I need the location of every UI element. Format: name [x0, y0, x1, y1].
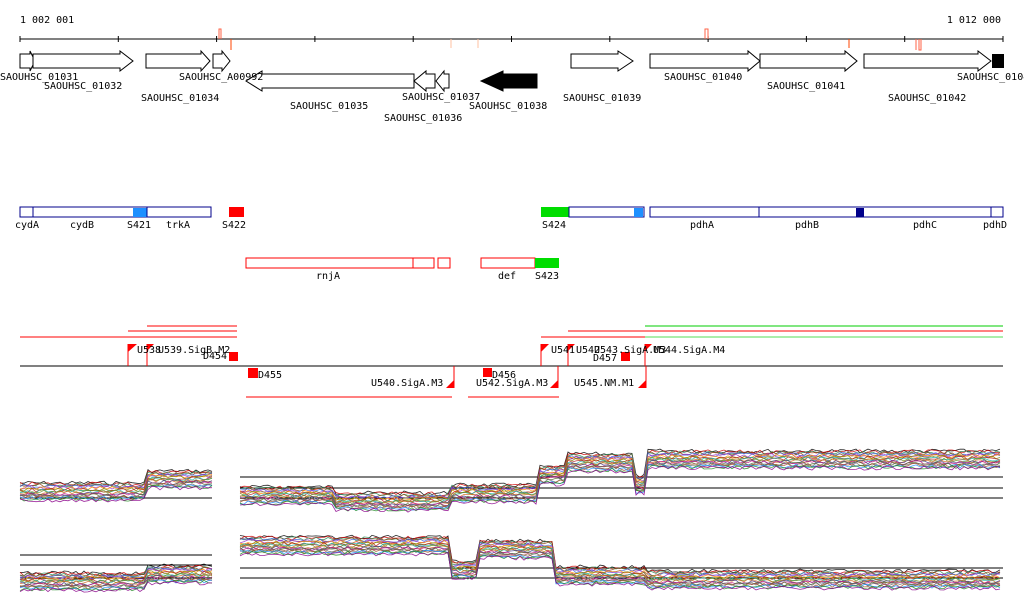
gene-arrow[interactable]	[32, 49, 134, 73]
feature-label: trkA	[166, 220, 190, 231]
gene-arrow-highlighted[interactable]	[992, 54, 1004, 68]
regulatory-track: U538 U539.SigB.M2 D454 U541 U542 U543.Si…	[20, 325, 1003, 398]
regulatory-label[interactable]: U544.SigA.M4	[653, 345, 725, 356]
regulatory-label[interactable]: U538	[137, 345, 161, 356]
gene-label: SAOUHSC_A00992	[179, 72, 263, 83]
gene-label: SAOUHSC_01035	[290, 101, 368, 112]
gene-label: SAOUHSC_01032	[44, 81, 122, 92]
snp-markers	[218, 28, 922, 51]
gene-arrow[interactable]	[245, 70, 415, 92]
gene-arrow[interactable]	[435, 69, 450, 93]
feature-label: S421	[127, 220, 151, 231]
gene-arrow-highlighted[interactable]	[479, 70, 538, 92]
gene-label: SAOUHSC_01039	[563, 93, 641, 104]
gene-label: SAOUHSC_01037	[402, 92, 480, 103]
regulatory-label[interactable]: D456	[492, 370, 516, 381]
feature-label: rnjA	[316, 271, 340, 282]
gene-label: SAOUHSC_0104	[957, 72, 1024, 83]
regulatory-label[interactable]: U541	[551, 345, 575, 356]
regulatory-label[interactable]: U543.SigA.M3	[594, 345, 666, 356]
feature-label: cydB	[70, 220, 94, 231]
regulatory-label[interactable]: D455	[258, 370, 282, 381]
gene-label: SAOUHSC_01038	[469, 101, 547, 112]
feature-label: pdhC	[913, 220, 937, 231]
gene-label: SAOUHSC_01040	[664, 72, 742, 83]
regulatory-label[interactable]: D454	[203, 351, 227, 362]
expression-profile-reverse	[19, 534, 1003, 593]
gene-arrow[interactable]	[145, 49, 211, 73]
feature-label: S422	[222, 220, 246, 231]
gene-track: SAOUHSC_01031 SAOUHSC_01032 SAOUHSC_0103…	[0, 49, 1024, 124]
feature-s422[interactable]	[229, 207, 244, 217]
gene-arrow[interactable]	[863, 49, 992, 73]
gene-arrow[interactable]	[413, 69, 436, 93]
gene-label: SAOUHSC_01034	[141, 93, 219, 104]
regulatory-label[interactable]: U542.SigA.M3	[476, 378, 548, 389]
regulatory-label[interactable]: U545.NM.M1	[574, 378, 634, 389]
regulatory-label[interactable]: D457	[593, 353, 617, 364]
start-coordinate: 1 002 001	[20, 15, 74, 26]
feature-label: S423	[535, 271, 559, 282]
feature-label: cydA	[15, 220, 39, 231]
regulatory-label[interactable]: U542	[576, 345, 600, 356]
feature-label: pdhA	[690, 220, 714, 231]
gene-arrow[interactable]	[212, 49, 231, 73]
feature-s423[interactable]	[535, 258, 559, 268]
gene-arrow[interactable]	[649, 49, 761, 73]
regulatory-label[interactable]: U540.SigA.M3	[371, 378, 443, 389]
coordinate-axis: 1 002 001 1 012 000	[19, 15, 1004, 51]
feature-label: S424	[542, 220, 566, 231]
gene-label: SAOUHSC_01042	[888, 93, 966, 104]
feature-label: def	[498, 271, 516, 282]
forward-feature-track: cydA cydB S421 trkA S422 S424 pdhA pdhB …	[15, 206, 1007, 231]
expression-profile-forward	[19, 448, 1003, 513]
gene-label: SAOUHSC_01036	[384, 113, 462, 124]
feature-label: pdhB	[795, 220, 819, 231]
gene-arrow[interactable]	[570, 50, 634, 72]
feature-s424[interactable]	[541, 207, 569, 217]
reverse-feature-track: rnjA def S423	[245, 257, 559, 282]
feature-label: pdhD	[983, 220, 1007, 231]
end-coordinate: 1 012 000	[947, 15, 1001, 26]
gene-arrow[interactable]	[759, 49, 858, 73]
regulatory-label[interactable]: U539.SigB.M2	[158, 345, 230, 356]
gene-label: SAOUHSC_01031	[0, 72, 78, 83]
gene-label: SAOUHSC_01041	[767, 81, 845, 92]
